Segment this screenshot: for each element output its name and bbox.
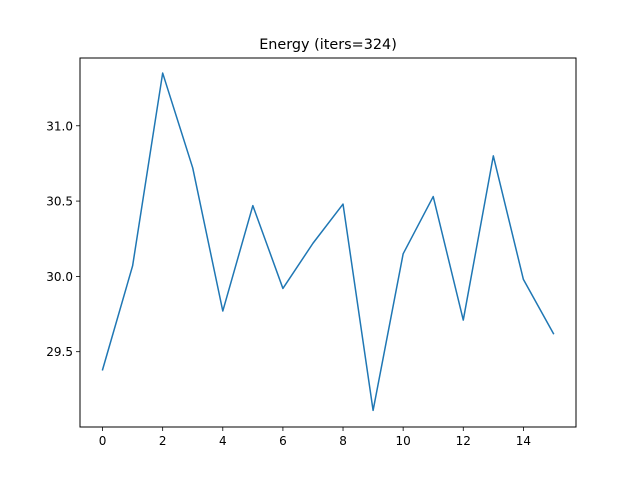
x-tick-label: 4: [219, 434, 227, 448]
y-tick-label: 29.5: [46, 345, 73, 359]
x-tick-label: 10: [396, 434, 411, 448]
plot-area: [101, 72, 555, 412]
series-line-0: [101, 72, 555, 412]
chart-title: Energy (iters=324): [259, 37, 397, 53]
y-tick-label: 30.0: [46, 270, 73, 284]
x-tick-label: 2: [159, 434, 167, 448]
y-axis: 29.5 30.0 30.5 31.0: [46, 119, 80, 359]
x-axis: 0 2 4 6 8 10 12 14: [99, 427, 531, 448]
y-tick-label: 30.5: [46, 195, 73, 209]
x-tick-label: 14: [516, 434, 531, 448]
axes-frame: [79, 57, 577, 428]
x-tick-label: 12: [456, 434, 471, 448]
x-tick-label: 8: [339, 434, 347, 448]
x-tick-label: 0: [99, 434, 107, 448]
y-tick-label: 31.0: [46, 119, 73, 133]
x-tick-label: 6: [279, 434, 287, 448]
